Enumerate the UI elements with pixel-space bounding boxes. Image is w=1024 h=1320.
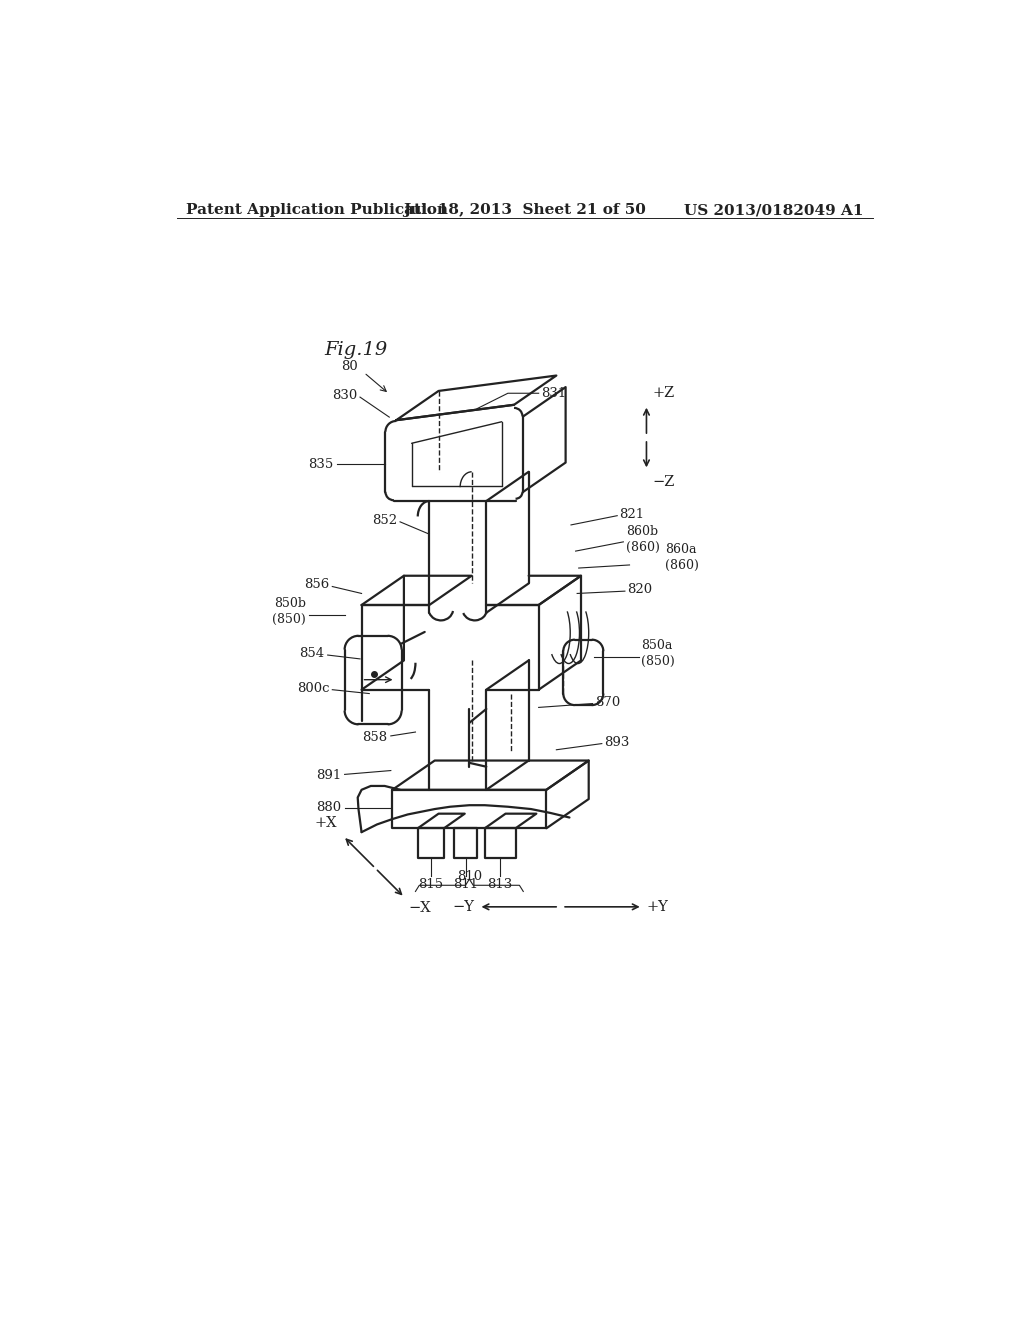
Text: 852: 852 <box>372 513 397 527</box>
Text: +Z: +Z <box>652 387 675 400</box>
Text: 835: 835 <box>308 458 334 471</box>
Text: Jul. 18, 2013  Sheet 21 of 50: Jul. 18, 2013 Sheet 21 of 50 <box>403 203 646 216</box>
Text: 810: 810 <box>457 870 482 883</box>
Text: 893: 893 <box>604 735 630 748</box>
Text: 860a
(860): 860a (860) <box>665 543 698 572</box>
Text: 811: 811 <box>453 878 478 891</box>
Text: +Y: +Y <box>646 900 669 913</box>
Text: 80: 80 <box>341 360 357 372</box>
Text: 891: 891 <box>316 770 342 783</box>
Text: 854: 854 <box>299 647 325 660</box>
Text: US 2013/0182049 A1: US 2013/0182049 A1 <box>684 203 863 216</box>
Text: −Y: −Y <box>453 900 475 913</box>
Text: 821: 821 <box>620 508 645 520</box>
Text: 860b
(860): 860b (860) <box>626 525 659 554</box>
Text: 831: 831 <box>541 387 566 400</box>
Text: 870: 870 <box>595 696 621 709</box>
Text: +X: +X <box>314 816 337 830</box>
Text: −Z: −Z <box>652 475 675 488</box>
Text: 856: 856 <box>304 578 330 591</box>
Text: 800c: 800c <box>297 681 330 694</box>
Text: Patent Application Publication: Patent Application Publication <box>186 203 449 216</box>
Text: 815: 815 <box>418 878 443 891</box>
Text: 850a
(850): 850a (850) <box>641 639 675 668</box>
Text: 830: 830 <box>332 389 357 403</box>
Text: 880: 880 <box>316 801 342 814</box>
Text: Fig.19: Fig.19 <box>325 341 388 359</box>
Text: 858: 858 <box>362 731 388 744</box>
Text: 820: 820 <box>628 583 652 597</box>
Text: 850b
(850): 850b (850) <box>272 597 306 626</box>
Text: −X: −X <box>409 902 431 916</box>
Text: 813: 813 <box>487 878 513 891</box>
